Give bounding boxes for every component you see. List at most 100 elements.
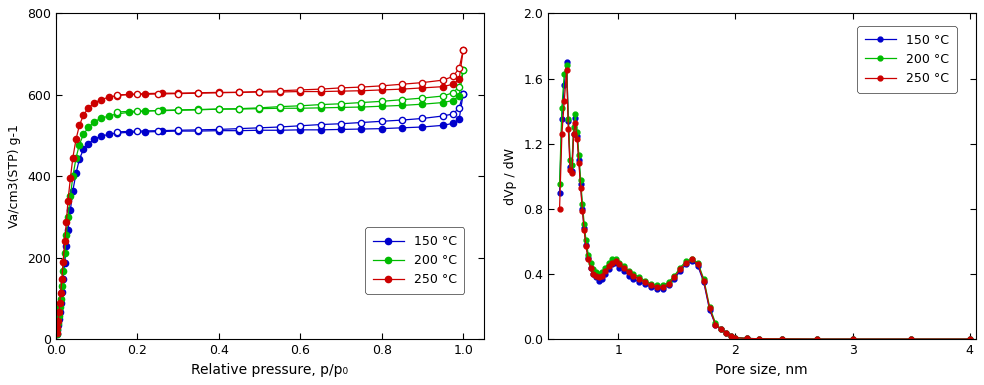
- 200 °C: [54, 305, 66, 310]
- 150 °C: [70, 171, 82, 175]
- 250 °C: [213, 90, 224, 95]
- 250 °C: [70, 137, 82, 141]
- 150 °C: [812, 337, 824, 341]
- Y-axis label: Va/cm3(STP) g-1: Va/cm3(STP) g-1: [8, 124, 22, 228]
- 200 °C: [55, 296, 67, 301]
- 200 °C: [964, 337, 976, 341]
- 250 °C: [83, 105, 94, 110]
- 150 °C: [454, 117, 465, 122]
- 150 °C: [254, 128, 266, 132]
- 150 °C: [74, 157, 86, 161]
- 250 °C: [554, 207, 566, 211]
- 150 °C: [67, 188, 79, 193]
- 250 °C: [294, 89, 306, 94]
- 200 °C: [336, 105, 347, 110]
- 200 °C: [56, 284, 68, 289]
- 200 °C: [294, 106, 306, 110]
- 250 °C: [680, 260, 692, 265]
- 250 °C: [123, 92, 135, 97]
- Line: 150 °C: 150 °C: [53, 90, 466, 338]
- Line: 200 °C: 200 °C: [557, 63, 972, 341]
- 250 °C: [193, 90, 205, 95]
- 250 °C: [454, 77, 465, 82]
- 250 °C: [274, 90, 285, 94]
- 200 °C: [355, 105, 367, 109]
- 250 °C: [233, 90, 245, 95]
- 200 °C: [254, 106, 266, 111]
- 150 °C: [656, 286, 668, 291]
- 200 °C: [102, 114, 114, 118]
- 250 °C: [54, 301, 66, 306]
- 150 °C: [680, 262, 692, 266]
- 150 °C: [94, 134, 106, 139]
- 200 °C: [53, 313, 65, 318]
- 150 °C: [233, 128, 245, 133]
- 150 °C: [397, 126, 408, 130]
- 150 °C: [65, 208, 77, 212]
- 250 °C: [599, 268, 611, 273]
- 250 °C: [812, 337, 824, 341]
- 250 °C: [56, 277, 68, 281]
- 150 °C: [554, 190, 566, 195]
- Line: 250 °C: 250 °C: [53, 47, 466, 336]
- 200 °C: [376, 104, 388, 109]
- 250 °C: [60, 219, 72, 224]
- 150 °C: [640, 281, 651, 286]
- 150 °C: [172, 129, 184, 133]
- 150 °C: [51, 328, 63, 333]
- 150 °C: [599, 272, 611, 276]
- 200 °C: [274, 106, 285, 110]
- 150 °C: [140, 130, 152, 134]
- 200 °C: [70, 155, 82, 160]
- 200 °C: [680, 259, 692, 263]
- 150 °C: [56, 290, 68, 295]
- Legend: 150 °C, 200 °C, 250 °C: 150 °C, 200 °C, 250 °C: [857, 26, 956, 93]
- 200 °C: [78, 132, 90, 137]
- 200 °C: [573, 153, 584, 157]
- 150 °C: [53, 316, 65, 321]
- 150 °C: [355, 127, 367, 131]
- 150 °C: [964, 337, 976, 341]
- 250 °C: [57, 259, 69, 264]
- 250 °C: [89, 100, 100, 105]
- 150 °C: [315, 127, 327, 132]
- 150 °C: [102, 132, 114, 137]
- 150 °C: [54, 309, 66, 314]
- X-axis label: Pore size, nm: Pore size, nm: [715, 363, 808, 377]
- 200 °C: [89, 119, 100, 124]
- 200 °C: [65, 194, 77, 198]
- 200 °C: [67, 174, 79, 179]
- 200 °C: [51, 326, 63, 331]
- 200 °C: [454, 93, 465, 98]
- 250 °C: [355, 89, 367, 93]
- 250 °C: [67, 155, 79, 160]
- 150 °C: [52, 323, 64, 327]
- 200 °C: [140, 109, 152, 114]
- 150 °C: [55, 301, 67, 306]
- 250 °C: [59, 239, 71, 244]
- 200 °C: [640, 278, 651, 283]
- 250 °C: [640, 280, 651, 285]
- 200 °C: [656, 283, 668, 288]
- 200 °C: [651, 283, 663, 288]
- 250 °C: [94, 97, 106, 102]
- 200 °C: [193, 107, 205, 112]
- 200 °C: [397, 103, 408, 108]
- 150 °C: [573, 158, 584, 162]
- 150 °C: [50, 332, 62, 336]
- 250 °C: [140, 91, 152, 96]
- X-axis label: Relative pressure, p/p₀: Relative pressure, p/p₀: [191, 363, 348, 377]
- 250 °C: [155, 91, 167, 95]
- 150 °C: [336, 127, 347, 132]
- 250 °C: [78, 113, 90, 117]
- 200 °C: [172, 107, 184, 112]
- 250 °C: [55, 291, 67, 295]
- 150 °C: [561, 60, 573, 65]
- 250 °C: [65, 176, 77, 180]
- 150 °C: [651, 286, 663, 291]
- Line: 200 °C: 200 °C: [53, 67, 466, 336]
- 150 °C: [416, 125, 428, 129]
- 150 °C: [111, 131, 123, 136]
- 250 °C: [62, 198, 74, 203]
- 250 °C: [53, 310, 65, 315]
